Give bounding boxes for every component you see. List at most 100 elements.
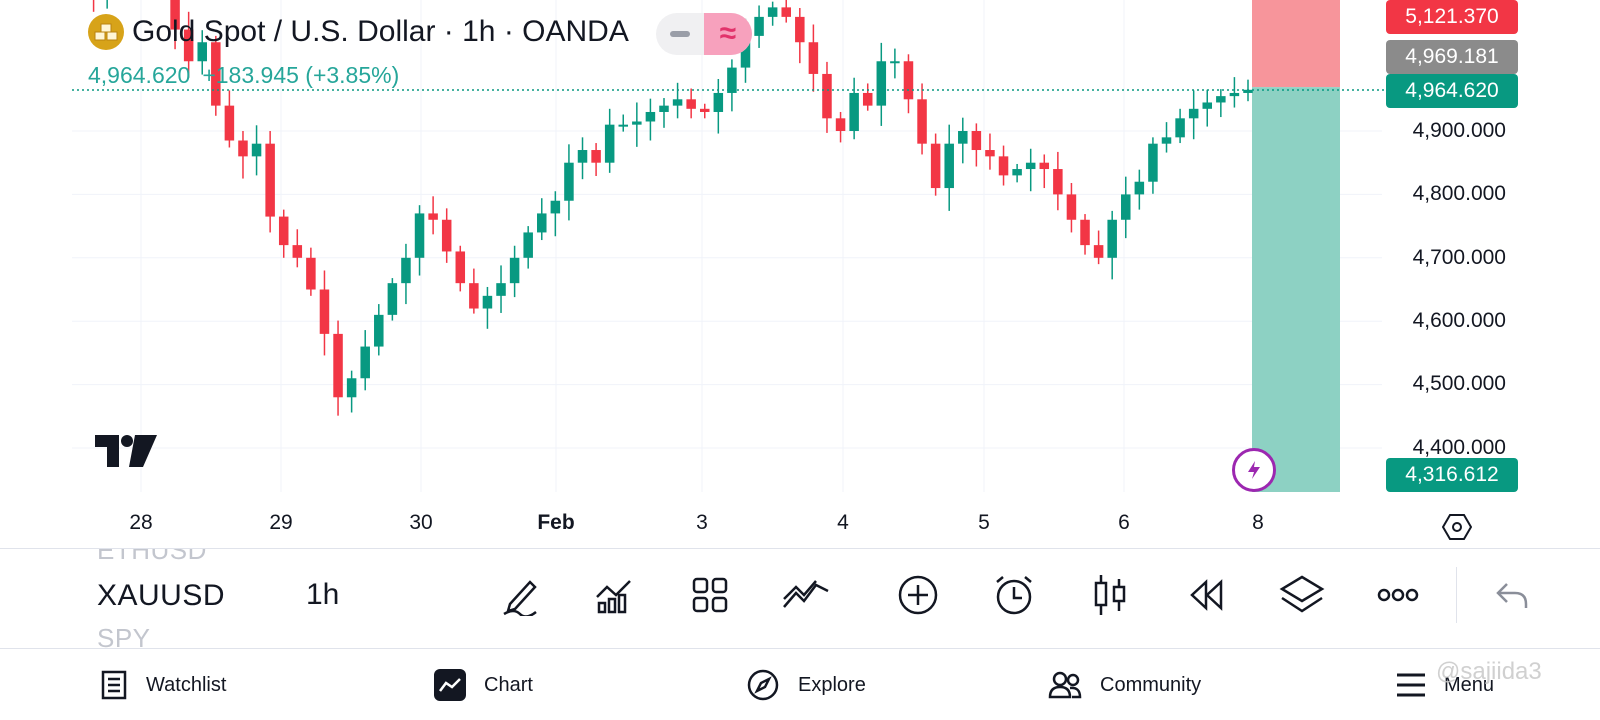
candle-body xyxy=(1025,162,1036,170)
entry-price-tag: 4,969.181 xyxy=(1386,40,1518,74)
candle-body xyxy=(727,67,737,93)
hamburger-icon xyxy=(1397,673,1425,697)
symbol-next[interactable]: SPY xyxy=(97,623,151,649)
candle-body xyxy=(428,213,438,220)
candle-body xyxy=(890,61,900,64)
candle-body xyxy=(509,257,520,284)
indicators-icon[interactable] xyxy=(590,571,638,619)
candle-body xyxy=(197,42,207,62)
candle-body xyxy=(1188,108,1199,119)
candle-body xyxy=(564,162,574,201)
candle-body xyxy=(971,131,982,151)
tradingview-logo xyxy=(95,435,157,472)
nav-menu[interactable]: Menu xyxy=(1396,649,1494,720)
candle-body xyxy=(903,61,914,100)
candle-body xyxy=(591,150,601,163)
candle-body xyxy=(1039,162,1050,170)
candle-body xyxy=(482,295,493,309)
chart-nav-icon xyxy=(434,669,466,701)
legend-price-line: 4,964.620 +183.945 (+3.85%) xyxy=(88,62,399,89)
replay-icon[interactable] xyxy=(1182,571,1230,619)
price-axis-label: 4,400.000 xyxy=(1412,436,1506,459)
legend-controls[interactable]: ≈ xyxy=(656,13,752,55)
layers-icon[interactable] xyxy=(1278,571,1326,619)
candle-body xyxy=(319,289,330,334)
candle-body xyxy=(455,251,466,284)
settings-hexagon-icon[interactable] xyxy=(1440,510,1474,544)
time-axis-label: Feb xyxy=(537,511,575,534)
minus-icon[interactable] xyxy=(656,13,704,55)
trend-line-icon[interactable] xyxy=(782,571,830,619)
candle-body xyxy=(795,16,805,43)
lightning-icon[interactable] xyxy=(1232,448,1276,492)
price-axis-label: 4,500.000 xyxy=(1412,372,1506,395)
legend-title: Gold Spot / U.S. Dollar · 1h · OANDA xyxy=(132,15,629,48)
pencil-icon[interactable] xyxy=(496,571,544,619)
candle-body xyxy=(1161,137,1172,144)
candle-body xyxy=(577,150,588,163)
more-icon[interactable] xyxy=(1374,571,1422,619)
candle-body xyxy=(550,200,561,214)
price-axis-label: 4,800.000 xyxy=(1412,182,1506,205)
nav-watchlist[interactable]: Watchlist xyxy=(100,649,226,720)
candle-body xyxy=(1121,194,1131,220)
add-circle-icon[interactable] xyxy=(894,571,942,619)
interval-selector[interactable]: 1h xyxy=(306,578,340,611)
candle-body xyxy=(265,143,275,217)
symbol-current[interactable]: XAUUSD xyxy=(97,579,226,612)
symbol-legend[interactable]: Gold Spot / U.S. Dollar · 1h · OANDA xyxy=(88,14,629,50)
candle-body xyxy=(930,143,941,189)
last-price-tag: 4,964.620 xyxy=(1386,74,1518,108)
nav-explore[interactable]: Explore xyxy=(746,649,866,720)
candle-body xyxy=(360,346,370,379)
price-axis-label: 4,700.000 xyxy=(1412,246,1506,269)
symbol-picker[interactable]: ETHUSD XAUUSD SPY xyxy=(97,549,267,649)
candle-body xyxy=(1243,89,1253,93)
nav-chart-label: Chart xyxy=(484,673,533,696)
candle-body xyxy=(306,257,316,290)
candle-body xyxy=(740,35,751,68)
candle-body xyxy=(1066,194,1077,220)
chart-area[interactable]: Gold Spot / U.S. Dollar · 1h · OANDA ≈ 4… xyxy=(0,0,1600,545)
candle-body xyxy=(1216,96,1226,103)
candle-body xyxy=(1134,181,1145,195)
candle-body xyxy=(754,16,764,36)
toolbar-divider xyxy=(1456,567,1457,623)
time-axis-label: 30 xyxy=(409,511,433,534)
candle-body xyxy=(822,73,832,119)
nav-community[interactable]: Community xyxy=(1048,649,1201,720)
candle-body xyxy=(441,219,452,252)
candle-body xyxy=(238,140,248,157)
time-axis-label: 6 xyxy=(1118,511,1130,534)
candle-body xyxy=(469,283,479,309)
symbol-prev[interactable]: ETHUSD xyxy=(97,549,207,565)
candle-body xyxy=(170,0,180,30)
chart-toolbar: ETHUSD XAUUSD SPY 1h xyxy=(0,548,1600,649)
candle-body xyxy=(1053,169,1063,195)
candle-body xyxy=(374,314,384,347)
watchlist-icon xyxy=(101,670,127,700)
candle-body xyxy=(1012,169,1022,176)
candle-body xyxy=(849,92,859,131)
nav-community-label: Community xyxy=(1100,673,1202,696)
candle-body xyxy=(251,143,262,157)
candle-body xyxy=(767,7,778,17)
nav-chart[interactable]: Chart xyxy=(434,649,533,720)
candle-body xyxy=(699,108,710,112)
target-zone xyxy=(1252,0,1340,88)
candle-body xyxy=(645,111,656,122)
candle-body xyxy=(917,99,927,144)
bottom-navigation: Watchlist Chart Explore Community Menu xyxy=(0,648,1600,720)
price-chart[interactable] xyxy=(0,0,1600,545)
undo-icon[interactable] xyxy=(1488,571,1536,619)
candle-body xyxy=(333,333,343,398)
candle-body xyxy=(1080,219,1090,246)
approx-wave-icon[interactable]: ≈ xyxy=(704,13,752,55)
time-axis-label: 28 xyxy=(129,511,153,534)
alarm-icon[interactable] xyxy=(990,571,1038,619)
candles-icon[interactable] xyxy=(1086,571,1134,619)
candle-body xyxy=(224,105,235,141)
grid-icon[interactable] xyxy=(686,571,734,619)
candle-body xyxy=(808,42,819,74)
community-icon xyxy=(1048,671,1082,699)
